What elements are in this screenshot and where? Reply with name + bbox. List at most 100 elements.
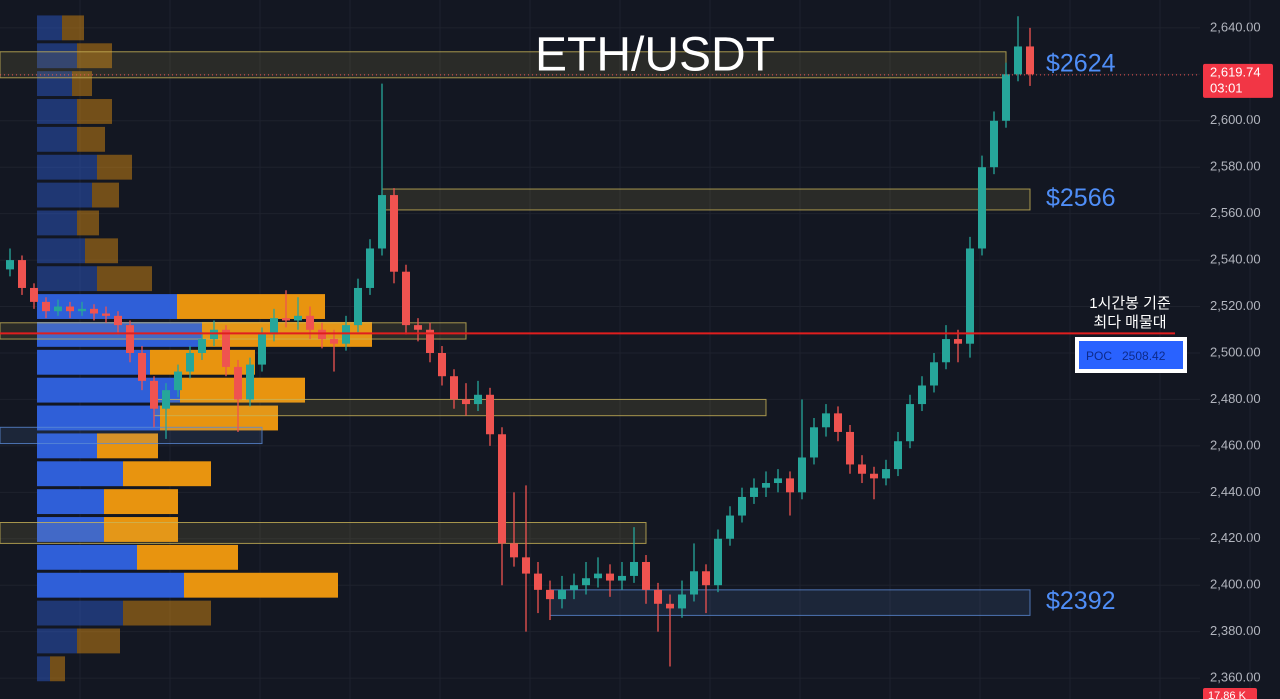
zone-label: $2566 — [1046, 184, 1116, 212]
candle-body — [294, 315, 302, 321]
candle-body — [390, 195, 398, 272]
candle-body — [942, 339, 950, 363]
candle-body — [354, 287, 362, 326]
profile-sell — [184, 572, 338, 598]
profile-buy — [37, 656, 50, 682]
candle-body — [150, 380, 158, 409]
profile-sell — [123, 461, 211, 487]
profile-buy — [37, 433, 97, 459]
profile-buy — [37, 266, 97, 292]
candle-body — [930, 362, 938, 386]
candle-body — [558, 589, 566, 600]
profile-sell — [85, 238, 118, 264]
candle-body — [330, 339, 338, 344]
profile-sell — [50, 656, 65, 682]
candle-body — [690, 571, 698, 595]
y-tick-label: 2,500.00 — [1210, 344, 1261, 359]
candle-body — [126, 325, 134, 353]
y-tick-label: 2,460.00 — [1210, 437, 1261, 452]
candle-body — [918, 385, 926, 405]
candle-body — [738, 496, 746, 516]
profile-buy — [37, 15, 62, 41]
zone-label: $2624 — [1046, 49, 1116, 77]
poc-box — [1079, 341, 1183, 369]
candle-body — [714, 538, 722, 586]
y-tick-label: 2,380.00 — [1210, 623, 1261, 638]
candle-body — [18, 260, 26, 288]
candle-body — [42, 301, 50, 312]
candle-body — [654, 589, 662, 604]
last-price-box — [1203, 63, 1273, 98]
candle-body — [258, 334, 266, 365]
candle-body — [378, 195, 386, 249]
profile-buy — [37, 377, 180, 403]
annotation: 최다 매물대 — [1093, 314, 1166, 331]
candle-body — [510, 543, 518, 558]
profile-buy — [37, 99, 77, 124]
candle-body — [954, 339, 962, 344]
candle-body — [702, 571, 710, 586]
candle-body — [534, 573, 542, 590]
profile-sell — [177, 294, 325, 319]
profile-buy — [37, 126, 77, 152]
candle-body — [402, 271, 410, 326]
candle-body — [438, 352, 446, 377]
candle-body — [894, 441, 902, 470]
candle-body — [978, 167, 986, 249]
profile-buy — [37, 210, 77, 236]
candle-body — [678, 594, 686, 609]
poc-label: POC — [1086, 349, 1112, 363]
volume-label: 17.86 K — [1208, 690, 1247, 699]
profile-buy — [37, 461, 123, 487]
candle-body — [306, 315, 314, 330]
candle-body — [786, 478, 794, 493]
candle-body — [666, 603, 674, 609]
candle-body — [54, 306, 62, 312]
zone — [381, 188, 1031, 211]
profile-buy — [37, 71, 72, 97]
profile-buy — [37, 349, 150, 375]
profile-buy — [37, 544, 137, 570]
candle-body — [474, 394, 482, 405]
profile-sell — [137, 544, 238, 570]
candle-body — [990, 120, 998, 168]
candle-body — [414, 325, 422, 330]
candle-body — [102, 313, 110, 316]
y-tick-label: 2,440.00 — [1210, 484, 1261, 499]
candle-body — [594, 573, 602, 579]
zone — [0, 51, 1007, 79]
candle-body — [966, 248, 974, 344]
profile-sell — [123, 600, 211, 626]
candle-body — [726, 515, 734, 539]
profile-buy — [37, 154, 97, 180]
countdown: 03:01 — [1210, 80, 1243, 95]
zone — [0, 322, 467, 340]
candle-body — [846, 431, 854, 465]
y-tick-label: 2,640.00 — [1210, 19, 1261, 34]
poc-value: 2508.42 — [1122, 349, 1166, 363]
candle-body — [6, 260, 14, 270]
candle-body — [30, 287, 38, 302]
profile-sell — [97, 266, 152, 292]
candle-body — [1002, 74, 1010, 121]
profile-buy — [37, 489, 104, 515]
profile-sell — [77, 126, 105, 152]
candle-body — [198, 339, 206, 353]
candle-body — [162, 390, 170, 409]
annotation: 1시간봉 기준 — [1089, 295, 1171, 312]
candle-body — [582, 578, 590, 586]
candle-body — [426, 329, 434, 353]
candle-body — [1026, 46, 1034, 75]
y-tick-label: 2,580.00 — [1210, 159, 1261, 174]
profile-sell — [77, 43, 112, 69]
candle-body — [798, 457, 806, 493]
y-tick-label: 2,480.00 — [1210, 391, 1261, 406]
profile-buy — [37, 405, 160, 431]
candle-body — [762, 483, 770, 488]
candle-body — [174, 371, 182, 391]
candle-body — [906, 404, 914, 442]
candle-body — [774, 478, 782, 484]
profile-sell — [180, 377, 305, 403]
profile-sell — [62, 15, 84, 41]
